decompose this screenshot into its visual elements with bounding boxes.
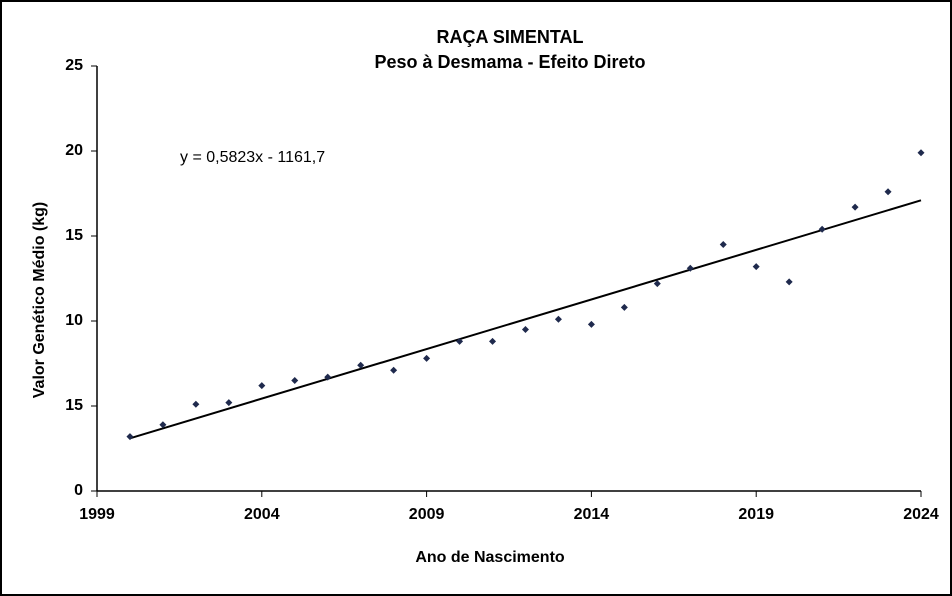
data-point — [390, 366, 398, 374]
x-tick-label: 2004 — [244, 506, 280, 523]
data-point — [357, 361, 365, 369]
y-tick-label: 0 — [74, 482, 83, 499]
data-point — [225, 399, 233, 407]
y-tick-label: 20 — [65, 142, 83, 159]
data-point — [456, 337, 464, 345]
data-point — [521, 326, 529, 333]
data-point — [653, 280, 661, 288]
trendline — [129, 199, 922, 440]
x-tick-label: 2024 — [903, 506, 939, 523]
data-point — [719, 241, 727, 248]
x-tick-label: 2014 — [574, 506, 610, 523]
data-point — [324, 373, 332, 381]
x-tick-label: 2009 — [409, 506, 445, 523]
data-point — [587, 320, 595, 328]
trend-equation: y = 0,5823x - 1161,7 — [180, 149, 325, 166]
data-point — [851, 203, 859, 211]
data-point — [192, 400, 200, 408]
data-point — [884, 188, 892, 196]
data-point — [291, 377, 299, 384]
x-tick-label: 1999 — [79, 506, 115, 523]
x-axis-label: Ano de Nascimento — [415, 549, 565, 566]
y-tick-label: 15 — [65, 227, 83, 244]
y-axis-label: Valor Genético Médio (kg) — [31, 202, 48, 398]
y-tick-label: 10 — [65, 312, 83, 329]
y-tick-label: 25 — [65, 57, 83, 74]
data-point — [752, 263, 760, 271]
chart-title: RAÇA SIMENTAL — [437, 27, 584, 47]
data-point — [554, 315, 562, 323]
data-point — [258, 382, 266, 390]
y-tick-label: 15 — [65, 397, 83, 414]
data-point — [159, 421, 167, 429]
chart-subtitle: Peso à Desmama - Efeito Direto — [374, 52, 645, 72]
data-point — [917, 149, 925, 157]
x-tick-label: 2019 — [738, 506, 774, 523]
data-point — [785, 278, 793, 286]
data-point — [489, 337, 497, 345]
data-point — [686, 264, 694, 272]
data-point — [423, 354, 431, 362]
data-point — [126, 433, 134, 441]
data-point — [620, 303, 628, 311]
data-point — [818, 225, 826, 233]
